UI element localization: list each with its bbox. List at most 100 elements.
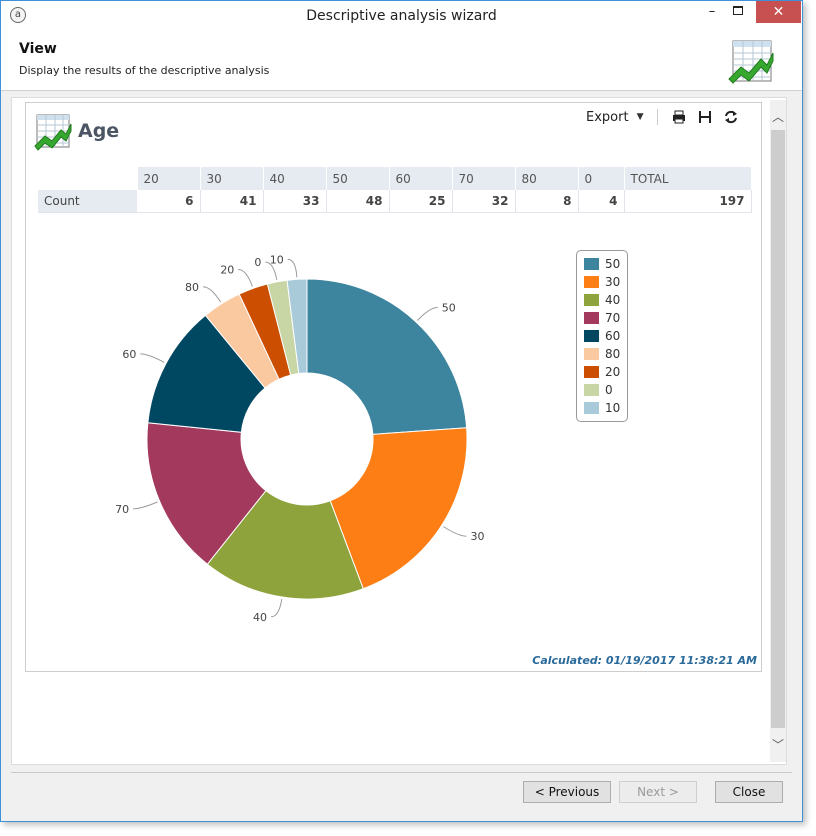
donut-chart: 50 30 40 70 60 80 20 0 10 — [115, 253, 484, 624]
legend-swatch — [584, 294, 599, 306]
wizard-header: View Display the results of the descript… — [1, 31, 802, 91]
legend-swatch — [584, 402, 599, 414]
report-panel: Age Export ▼ 20 30 — [25, 102, 762, 672]
legend-swatch — [584, 384, 599, 396]
legend-label: 70 — [605, 311, 621, 325]
column-header: 0 — [578, 167, 625, 190]
label-leader-line — [140, 353, 165, 363]
report-title: Age — [78, 120, 120, 142]
legend-label: 60 — [605, 329, 621, 343]
slice-label: 0 — [254, 256, 261, 269]
vertical-scrollbar[interactable]: ︿ ﹀ — [770, 100, 786, 762]
slice-label: 60 — [122, 348, 136, 361]
table-cell: 197 — [624, 190, 752, 213]
table-cell: 33 — [263, 190, 327, 213]
legend-item[interactable]: 30 — [584, 273, 627, 291]
close-button[interactable]: Close — [715, 781, 783, 803]
report-toolbar: Export ▼ — [586, 107, 744, 127]
slice-label: 70 — [115, 503, 129, 516]
slice-label: 40 — [253, 611, 267, 624]
legend-label: 40 — [605, 293, 621, 307]
label-leader-line — [238, 269, 253, 287]
export-button[interactable]: Export — [586, 109, 629, 125]
legend-label: 80 — [605, 347, 621, 361]
maximize-button[interactable] — [724, 1, 752, 23]
slice-label: 80 — [185, 281, 199, 294]
legend-swatch — [584, 258, 599, 270]
column-header: 40 — [263, 167, 327, 190]
column-header: 50 — [326, 167, 390, 190]
legend-swatch — [584, 330, 599, 342]
legend-label: 30 — [605, 275, 621, 289]
donut-slice[interactable] — [206, 489, 364, 600]
chart-icon — [728, 40, 774, 84]
app-icon: a — [10, 7, 26, 23]
donut-slice[interactable] — [286, 278, 308, 375]
chart-icon — [34, 114, 72, 151]
label-leader-line — [287, 258, 298, 278]
legend-label: 50 — [605, 257, 621, 271]
label-leader-line — [202, 286, 222, 303]
close-window-button[interactable]: ✕ — [756, 1, 801, 23]
next-button[interactable]: Next > — [619, 781, 697, 803]
legend-item[interactable]: 80 — [584, 345, 627, 363]
title-bar: a Descriptive analysis wizard – ✕ — [1, 1, 802, 31]
window-title: Descriptive analysis wizard — [306, 8, 497, 24]
legend-swatch — [584, 276, 599, 288]
wizard-window: a Descriptive analysis wizard – ✕ View D… — [0, 0, 803, 822]
table-cell: 6 — [137, 190, 201, 213]
table-cell: 8 — [515, 190, 579, 213]
legend-item[interactable]: 10 — [584, 399, 627, 417]
table-cell: 32 — [452, 190, 516, 213]
table-cell: 4 — [578, 190, 625, 213]
refresh-icon[interactable] — [718, 107, 744, 127]
chart-legend: 50 30 40 70 60 80 20 0 10 — [576, 250, 628, 422]
table-row: Count 6 41 33 48 25 32 8 4 197 — [38, 190, 752, 213]
legend-swatch — [584, 348, 599, 360]
table-corner — [38, 167, 138, 190]
legend-swatch — [584, 312, 599, 324]
legend-label: 0 — [605, 383, 613, 397]
count-table: 20 30 40 50 60 70 80 0 TOTAL Count 6 41 … — [38, 167, 752, 213]
row-header: Count — [38, 190, 138, 213]
content-panel: Age Export ▼ 20 30 — [11, 97, 787, 765]
maximize-icon — [733, 6, 743, 15]
donut-slice[interactable] — [329, 427, 468, 590]
footer-divider — [11, 772, 792, 773]
page-subtitle: Display the results of the descriptive a… — [19, 64, 270, 77]
scroll-down-icon[interactable]: ﹀ — [771, 738, 784, 752]
print-icon[interactable] — [666, 107, 692, 127]
legend-label: 20 — [605, 365, 621, 379]
toolbar-divider — [657, 109, 659, 125]
label-leader-line — [443, 526, 467, 537]
previous-button[interactable]: < Previous — [523, 781, 611, 803]
table-cell: 25 — [389, 190, 453, 213]
label-leader-line — [133, 501, 158, 510]
label-leader-line — [417, 306, 438, 321]
column-header: 20 — [137, 167, 201, 190]
table-cell: 48 — [326, 190, 390, 213]
page-title: View — [19, 41, 57, 57]
column-header: TOTAL — [624, 167, 752, 190]
legend-item[interactable]: 70 — [584, 309, 627, 327]
legend-item[interactable]: 0 — [584, 381, 627, 399]
label-leader-line — [270, 598, 283, 618]
scrollbar-thumb[interactable] — [771, 130, 785, 728]
scroll-up-icon[interactable]: ︿ — [771, 110, 784, 124]
table-header-row: 20 30 40 50 60 70 80 0 TOTAL — [38, 167, 752, 190]
legend-item[interactable]: 50 — [584, 255, 627, 273]
calculated-timestamp: Calculated: 01/19/2017 11:38:21 AM — [532, 654, 757, 667]
legend-item[interactable]: 60 — [584, 327, 627, 345]
slice-label: 30 — [470, 530, 484, 543]
donut-slice[interactable] — [146, 422, 267, 565]
legend-swatch — [584, 366, 599, 378]
chevron-down-icon[interactable]: ▼ — [636, 112, 644, 122]
save-icon[interactable] — [692, 107, 718, 127]
donut-slice[interactable] — [306, 278, 468, 435]
column-header: 30 — [200, 167, 264, 190]
legend-label: 10 — [605, 401, 621, 415]
legend-item[interactable]: 20 — [584, 363, 627, 381]
legend-item[interactable]: 40 — [584, 291, 627, 309]
column-header: 70 — [452, 167, 516, 190]
minimize-button[interactable]: – — [708, 4, 716, 19]
